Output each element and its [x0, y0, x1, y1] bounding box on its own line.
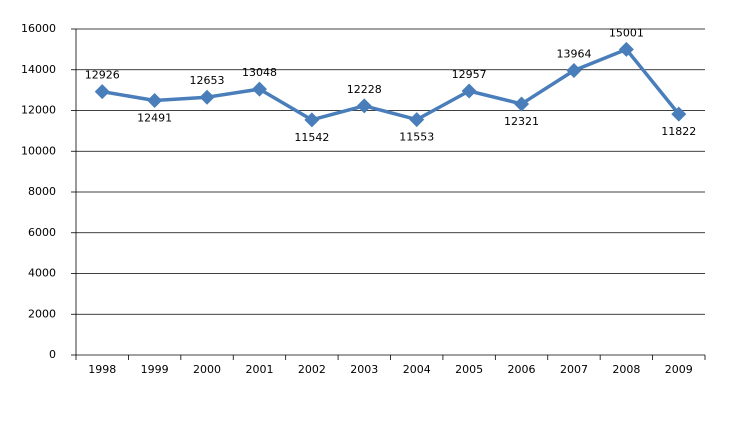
- data-label: 12321: [504, 115, 539, 128]
- y-tick-label: 10000: [21, 144, 56, 157]
- data-label: 12228: [347, 83, 382, 96]
- x-tick-label: 1999: [141, 363, 169, 376]
- marker: [147, 92, 163, 108]
- x-tick-label: 2006: [508, 363, 536, 376]
- data-label: 11542: [294, 131, 329, 144]
- data-label: 13048: [242, 66, 277, 79]
- y-tick-label: 12000: [21, 104, 56, 117]
- x-tick-label: 2007: [560, 363, 588, 376]
- marker: [566, 62, 582, 78]
- data-label: 12957: [452, 68, 487, 81]
- y-tick-label: 4000: [28, 267, 56, 280]
- x-tick-label: 2000: [193, 363, 221, 376]
- x-tick-label: 2002: [298, 363, 326, 376]
- y-tick-label: 16000: [21, 22, 56, 35]
- marker: [199, 89, 215, 105]
- marker: [461, 83, 477, 99]
- marker: [356, 98, 372, 114]
- x-tick-label: 2008: [612, 363, 640, 376]
- data-label: 15001: [609, 26, 644, 39]
- marker: [514, 96, 530, 112]
- data-label: 11553: [399, 131, 434, 144]
- marker: [671, 106, 687, 122]
- marker: [618, 41, 634, 57]
- marker: [409, 112, 425, 128]
- y-tick-label: 0: [49, 348, 56, 361]
- marker: [94, 84, 110, 100]
- x-tick-label: 2005: [455, 363, 483, 376]
- x-tick-label: 2004: [403, 363, 431, 376]
- data-label: 12491: [137, 111, 172, 124]
- x-tick-label: 2003: [350, 363, 378, 376]
- line: [101, 47, 681, 122]
- x-tick-label: 2009: [665, 363, 693, 376]
- data-label: 13964: [556, 47, 591, 60]
- y-tick-label: 2000: [28, 307, 56, 320]
- data-label: 12653: [190, 74, 225, 87]
- data-label: 11822: [661, 125, 696, 138]
- x-tick-label: 2001: [245, 363, 273, 376]
- marker: [251, 81, 267, 97]
- x-tick-label: 1998: [88, 363, 116, 376]
- y-tick-label: 8000: [28, 185, 56, 198]
- marker: [304, 112, 320, 128]
- data-label: 12926: [85, 69, 120, 82]
- y-tick-label: 6000: [28, 226, 56, 239]
- y-tick-label: 14000: [21, 63, 56, 76]
